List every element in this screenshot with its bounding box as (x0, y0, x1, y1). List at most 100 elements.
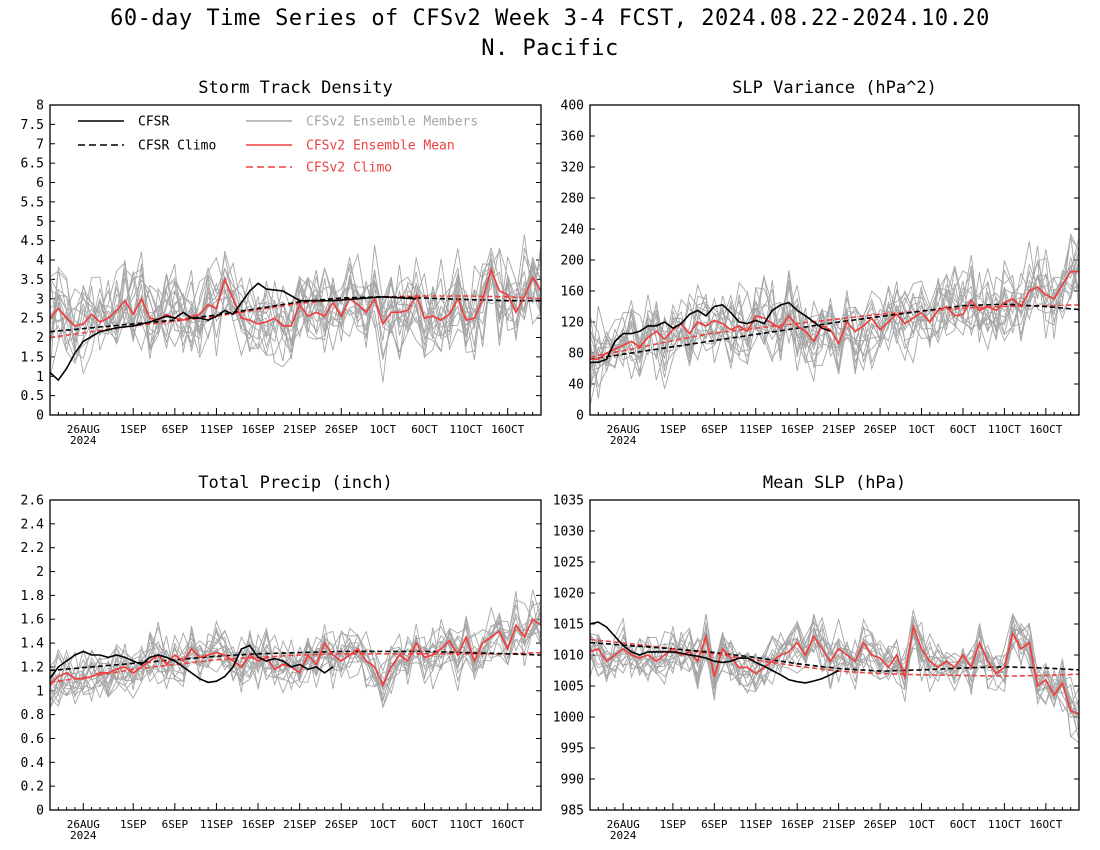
y-tick-label: 0 (36, 409, 44, 424)
panel-title: Storm Track Density (198, 78, 392, 98)
ensemble-member-line (590, 257, 1079, 380)
x-year-label: 2024 (70, 434, 97, 447)
x-tick-label: 11SEP (739, 818, 772, 831)
x-tick-label: 1OCT (908, 818, 935, 831)
x-tick-label: 21SEP (822, 423, 855, 436)
ensemble-member-line (50, 629, 541, 709)
x-tick-label: 6OCT (950, 423, 977, 436)
x-tick-label: 11OCT (988, 818, 1021, 831)
y-tick-label: 990 (561, 773, 584, 788)
y-tick-label: 6 (36, 176, 44, 191)
y-tick-label: 0 (576, 409, 584, 424)
ensemble-member-line (590, 234, 1079, 383)
y-tick-label: 7.5 (21, 118, 44, 133)
ensemble-member-line (50, 602, 541, 709)
y-tick-label: 1 (36, 684, 44, 699)
region-subtitle: N. Pacific (481, 36, 619, 61)
ensemble-mean-line (50, 617, 541, 687)
ensemble-member-line (50, 250, 541, 360)
chart-panel-1: Storm Track Density 0 0.5 1 1.5 2 2.5 3 3.5 4 4.5 5… (21, 78, 542, 447)
cfsr-line (50, 644, 334, 684)
plot-frame (589, 104, 1080, 416)
x-tick-label: 21SEP (283, 423, 316, 436)
panel-title: Total Precip (inch) (198, 473, 392, 493)
chart-panel-2: SLP Variance (hPa^2) 0 40 80 120 160 200 240 280… (561, 78, 1080, 447)
y-tick-label: 0.8 (21, 708, 44, 723)
x-year-label: 2024 (70, 829, 97, 842)
x-tick-label: 6OCT (950, 818, 977, 831)
x-tick-label: 26AUG (67, 423, 100, 436)
x-tick-label: 26AUG (607, 818, 640, 831)
x-tick-label: 1SEP (120, 423, 147, 436)
legend-label-ens_mean: CFSv2 Ensemble Mean (306, 139, 455, 154)
x-tick-label: 1OCT (370, 818, 397, 831)
x-tick-label: 6SEP (701, 818, 728, 831)
y-tick-label: 1010 (553, 649, 584, 664)
chart-panel-4: Mean SLP (hPa) 985 990 995 1000 1005 1010 1015 1… (553, 473, 1080, 842)
ensemble-member-line (590, 241, 1079, 389)
x-tick-label: 16SEP (781, 423, 814, 436)
ensemble-member-line (590, 625, 1079, 709)
cfsr-climo-line (590, 303, 1079, 360)
x-tick-label: 6OCT (411, 423, 438, 436)
y-tick-label: 2.2 (21, 541, 44, 556)
x-tick-label: 6SEP (701, 423, 728, 436)
x-tick-label: 11OCT (450, 423, 483, 436)
x-tick-label: 26AUG (607, 423, 640, 436)
ensemble-mean-line (590, 270, 1079, 361)
y-tick-label: 1.4 (21, 637, 45, 652)
y-tick-label: 280 (561, 192, 584, 207)
chart-panel-3: Total Precip (inch) 0 0.2 0.4 0.6 0.8 1 1.2 1.4 1… (21, 473, 542, 842)
y-tick-label: 400 (561, 99, 584, 114)
y-tick-label: 320 (561, 161, 584, 176)
y-tick-label: 995 (561, 742, 584, 757)
legend-label-members: CFSv2 Ensemble Members (306, 115, 478, 130)
cfsr-climo-line (50, 295, 541, 333)
x-tick-label: 11SEP (200, 423, 233, 436)
y-tick-label: 1.6 (21, 613, 44, 628)
x-tick-label: 26AUG (67, 818, 100, 831)
x-tick-label: 11OCT (988, 423, 1021, 436)
y-tick-label: 1035 (553, 494, 584, 509)
x-tick-label: 26SEP (864, 818, 897, 831)
x-tick-label: 6OCT (411, 818, 438, 831)
legend-label-cfsr: CFSR (138, 115, 169, 130)
x-tick-label: 1OCT (908, 423, 935, 436)
ensemble-member-line (590, 247, 1079, 364)
y-tick-label: 120 (561, 316, 584, 331)
x-year-label: 2024 (610, 434, 637, 447)
ensemble-mean-line (590, 623, 1079, 715)
y-tick-label: 1.8 (21, 589, 44, 604)
cfsr-line (50, 282, 417, 382)
cfsr-climo-line (590, 641, 1079, 672)
y-tick-label: 1.5 (21, 350, 44, 365)
x-tick-label: 1SEP (120, 818, 147, 831)
x-tick-label: 11SEP (200, 818, 233, 831)
x-tick-label: 21SEP (283, 818, 316, 831)
y-tick-label: 8 (36, 99, 44, 114)
cfsr-line (590, 301, 831, 364)
plot-frame (49, 104, 542, 416)
y-tick-label: 0.4 (21, 756, 45, 771)
y-tick-label: 3 (36, 292, 44, 307)
y-tick-label: 0.6 (21, 732, 44, 747)
ensemble-mean-line (50, 267, 541, 327)
plot-frame (49, 499, 542, 811)
legend-label-cfsr_climo: CFSR Climo (138, 139, 216, 154)
x-tick-label: 1SEP (660, 818, 687, 831)
ensemble-member-line (50, 251, 541, 348)
x-tick-label: 16SEP (241, 818, 274, 831)
x-tick-label: 16OCT (1029, 818, 1062, 831)
x-tick-label: 1SEP (660, 423, 687, 436)
y-tick-label: 2.4 (21, 517, 45, 532)
y-tick-label: 1000 (553, 711, 584, 726)
y-tick-label: 2 (36, 331, 44, 346)
ensemble-member-line (50, 263, 541, 377)
x-tick-label: 21SEP (822, 818, 855, 831)
panel-title: Mean SLP (hPa) (763, 473, 906, 493)
x-tick-label: 11SEP (739, 423, 772, 436)
x-tick-label: 16SEP (781, 818, 814, 831)
x-tick-label: 26SEP (325, 423, 358, 436)
